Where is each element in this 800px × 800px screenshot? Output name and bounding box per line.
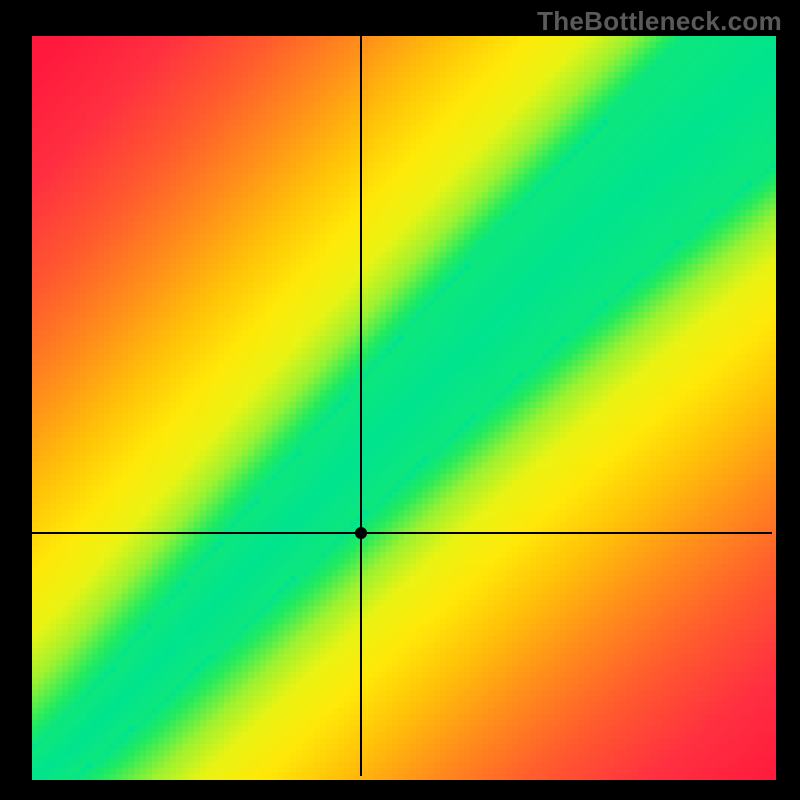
watermark-text: TheBottleneck.com xyxy=(537,6,782,37)
crosshair-marker-dot xyxy=(355,527,367,539)
crosshair-vertical xyxy=(360,36,362,776)
chart-container: TheBottleneck.com xyxy=(0,0,800,800)
crosshair-horizontal xyxy=(32,532,772,534)
bottleneck-heatmap xyxy=(0,0,800,800)
